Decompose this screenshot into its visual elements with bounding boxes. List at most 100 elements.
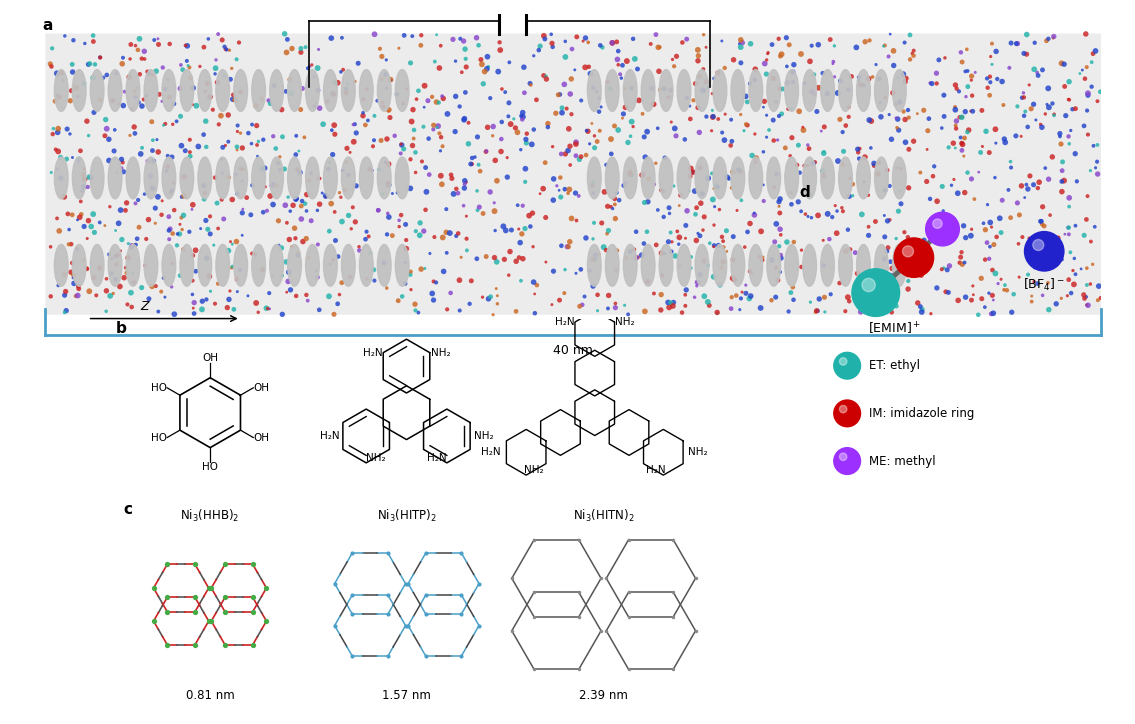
Point [108,167,126,179]
Point [572,264,590,275]
Point [770,196,788,208]
Ellipse shape [605,70,619,111]
Point [171,270,190,282]
Point [354,93,372,105]
Point [264,178,283,190]
Point [347,127,365,139]
Point [606,298,624,309]
Point [792,244,810,256]
Point [217,140,235,151]
Point [445,188,463,200]
Point [964,280,982,292]
Point [233,230,251,241]
Point [649,204,667,216]
Point [91,94,109,106]
Point [410,85,428,96]
Point [951,251,969,263]
Point [491,146,510,157]
Point [585,177,603,188]
Point [939,264,957,276]
Point [737,287,755,299]
Point [320,290,338,302]
Point [300,252,318,264]
Point [247,297,266,308]
Point [588,86,606,98]
Point [699,260,717,272]
Point [253,264,271,275]
Point [125,240,143,251]
Point [271,151,289,163]
Point [629,63,647,75]
Point [841,243,859,255]
Point [1052,292,1070,304]
Point [731,38,749,49]
Point [1060,229,1078,240]
Point [98,306,116,317]
Point [693,188,712,200]
Text: H₂N: H₂N [555,317,574,327]
Point [143,145,161,156]
Point [328,77,346,88]
Point [537,256,555,268]
Text: OH: OH [202,353,218,363]
Point [724,54,742,66]
Point [53,75,72,87]
Point [731,166,749,177]
Point [770,240,788,252]
Point [636,197,654,209]
Point [296,198,314,209]
Point [278,287,296,298]
Point [782,103,800,114]
Point [705,182,723,194]
Point [905,252,923,264]
Point [176,145,194,156]
Point [361,247,379,258]
Point [927,67,945,79]
Point [47,143,65,155]
Point [585,280,603,292]
Point [1044,32,1062,43]
Point [395,30,413,41]
Point [651,304,670,316]
Point [891,258,909,269]
Point [1077,214,1095,225]
Point [553,240,571,251]
Point [406,225,424,237]
Point [396,256,414,268]
Point [278,217,296,229]
Point [1023,296,1041,308]
Point [365,28,384,40]
Ellipse shape [54,157,68,199]
Point [279,191,297,203]
Point [320,156,338,168]
Ellipse shape [802,70,816,111]
Point [955,151,973,162]
Point [978,199,997,211]
Point [717,225,735,237]
Point [754,254,772,266]
Point [197,253,216,264]
Point [369,204,387,216]
Point [891,185,909,197]
Point [1007,130,1025,142]
Point [1078,279,1096,291]
Point [898,244,916,256]
Point [455,113,473,125]
Point [64,66,82,77]
Point [669,226,687,237]
Point [592,217,611,229]
Point [106,124,124,135]
Point [884,269,902,281]
Point [286,222,304,234]
Point [590,93,608,104]
Point [283,43,301,54]
Point [1088,96,1107,107]
Point [992,274,1010,285]
Point [737,119,755,130]
Point [1075,292,1093,304]
Point [424,119,443,131]
Point [560,123,578,135]
Point [162,185,180,197]
Point [239,127,258,139]
Point [423,91,442,103]
